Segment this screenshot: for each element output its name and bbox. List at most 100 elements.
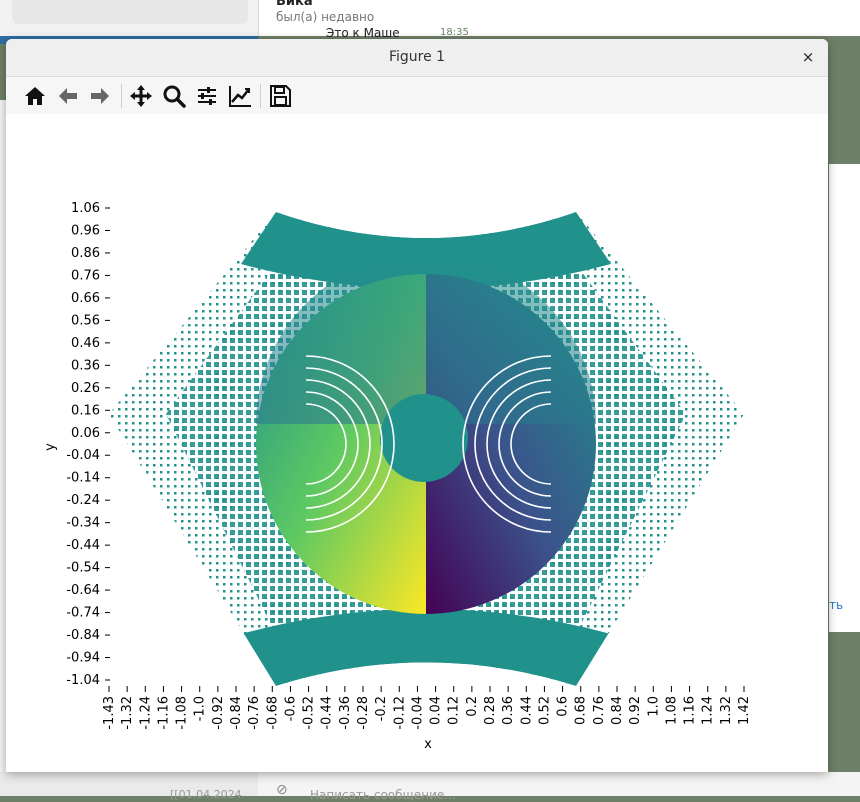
figure-canvas[interactable]: -1.43 -1.32 -1.24 -1.16 -1.08 -1.0 -0.92 -0.84-…: [6, 114, 828, 772]
toolbar-separator: [260, 84, 261, 108]
sliders-icon: [198, 87, 216, 105]
save-button[interactable]: [266, 82, 294, 110]
y-tick-label: -0.64: [66, 583, 100, 598]
grid-arc-left: [305, 403, 347, 485]
disc-top-shade: [256, 254, 596, 424]
chat-date: [[01.04.2024: [170, 788, 242, 801]
x-tick-label: 0.76: [592, 696, 607, 725]
y-tick-label: -1.04: [66, 673, 100, 688]
y-tick-label: -0.34: [66, 516, 100, 531]
x-tick-label: 1.42: [737, 696, 752, 725]
x-tick-label: -1.43: [102, 696, 117, 730]
grid-arc-left: [305, 379, 371, 509]
top-teal-band: [241, 212, 611, 289]
y-tick-label: -0.94: [66, 651, 100, 666]
message-input[interactable]: Написать сообщение...: [310, 788, 456, 802]
grid-arc-right: [462, 355, 552, 533]
y-tick-label: 0.76: [71, 268, 100, 283]
window-titlebar[interactable]: Figure 1 ×: [6, 39, 828, 77]
x-tick-label: 0.04: [429, 696, 444, 725]
y-axis-label: y: [43, 443, 58, 451]
chat-search-box[interactable]: [12, 0, 248, 24]
y-tick-label: -0.04: [66, 448, 100, 463]
y-tick-label: 0.56: [71, 313, 100, 328]
x-tick-label: 1.0: [646, 696, 661, 717]
home-button[interactable]: [21, 82, 49, 110]
grid-arc-left: [305, 367, 383, 521]
grid-arc-right: [510, 403, 552, 485]
y-tick-label: -0.74: [66, 606, 100, 621]
x-tick-label: 1.24: [701, 696, 716, 725]
x-tick-label: -0.6: [283, 696, 298, 721]
y-tick-label: 0.06: [71, 426, 100, 441]
x-tick-label: -0.36: [338, 696, 353, 730]
x-tick-label: 0.84: [610, 696, 625, 725]
contact-name[interactable]: Вика: [276, 0, 313, 9]
y-axis: 1.06 0.96 0.86 0.76 0.66 0.56 0.46 0.36 0.26 0.16…: [66, 201, 110, 688]
arrow-left-icon: [59, 88, 77, 104]
y-tick-label: 0.16: [71, 403, 100, 418]
floppy-disk-icon: [270, 85, 291, 107]
x-tick-label: 0.52: [537, 696, 552, 725]
magnifier-icon: [163, 85, 186, 108]
message-time: 18:35: [440, 27, 469, 38]
chat-list-footer: [0, 772, 258, 796]
x-tick-label: -0.28: [356, 696, 371, 730]
x-tick-label: 0.92: [628, 696, 643, 725]
x-axis: -1.43 -1.32 -1.24 -1.16 -1.08 -1.0 -0.92 -0.84-…: [102, 686, 752, 730]
grid-arc-left: [305, 391, 359, 497]
x-tick-label: 0.6: [556, 696, 571, 717]
back-button[interactable]: [54, 82, 82, 110]
x-tick-label: -1.24: [138, 696, 153, 730]
configure-subplots-button[interactable]: [193, 82, 221, 110]
heatmap-plot: [109, 212, 744, 686]
attach-icon[interactable]: ⊘: [276, 782, 288, 798]
x-tick-label: 1.16: [683, 696, 698, 725]
x-tick-label: -1.16: [156, 696, 171, 730]
x-tick-label: 0.28: [483, 696, 498, 725]
forward-button[interactable]: [86, 82, 114, 110]
contact-status: был(а) недавно: [276, 10, 375, 24]
edit-axes-button[interactable]: [226, 82, 254, 110]
x-tick-label: 0.44: [519, 696, 534, 725]
grid-arc-right: [498, 391, 552, 497]
navigation-toolbar: [6, 77, 828, 115]
x-axis-label: x: [424, 737, 432, 752]
pan-button[interactable]: [127, 82, 155, 110]
x-tick-label: -0.92: [211, 696, 226, 730]
y-tick-label: -0.84: [66, 628, 100, 643]
side-panel-link[interactable]: ть: [829, 598, 844, 612]
heatmap-field: [109, 212, 744, 686]
y-tick-label: 0.46: [71, 336, 100, 351]
chat-list-edge: [0, 100, 7, 772]
line-chart-icon: [229, 86, 251, 107]
x-tick-label: -0.52: [302, 696, 317, 730]
toolbar-separator: [121, 84, 122, 108]
y-tick-label: 0.96: [71, 223, 100, 238]
x-tick-label: -0.12: [392, 696, 407, 730]
grid-arc-left: [305, 355, 395, 533]
x-tick-label: -1.08: [175, 696, 190, 730]
x-tick-label: 0.2: [465, 696, 480, 717]
figure-window: Figure 1 ×: [6, 39, 828, 772]
zoom-button[interactable]: [160, 82, 188, 110]
y-tick-label: 1.06: [71, 201, 100, 216]
close-button[interactable]: ×: [801, 48, 815, 66]
message-preview: Это к Маше: [326, 26, 400, 40]
y-tick-label: -0.44: [66, 538, 100, 553]
y-tick-label: -0.14: [66, 471, 100, 486]
y-tick-label: 0.26: [71, 381, 100, 396]
arrow-right-icon: [91, 88, 109, 104]
chat-list-pane: [0, 0, 259, 36]
y-tick-label: 0.86: [71, 246, 100, 261]
grid-arc-right: [486, 379, 552, 509]
x-tick-label: -0.44: [320, 696, 335, 730]
curvilinear-grid-lines: [305, 355, 552, 533]
x-tick-label: -0.84: [229, 696, 244, 730]
x-tick-label: -0.04: [410, 696, 425, 730]
x-tick-label: -1.32: [120, 696, 135, 730]
x-tick-label: 0.36: [501, 696, 516, 725]
home-icon: [25, 87, 45, 105]
bottom-teal-band: [241, 609, 611, 686]
y-tick-label: -0.24: [66, 493, 100, 508]
